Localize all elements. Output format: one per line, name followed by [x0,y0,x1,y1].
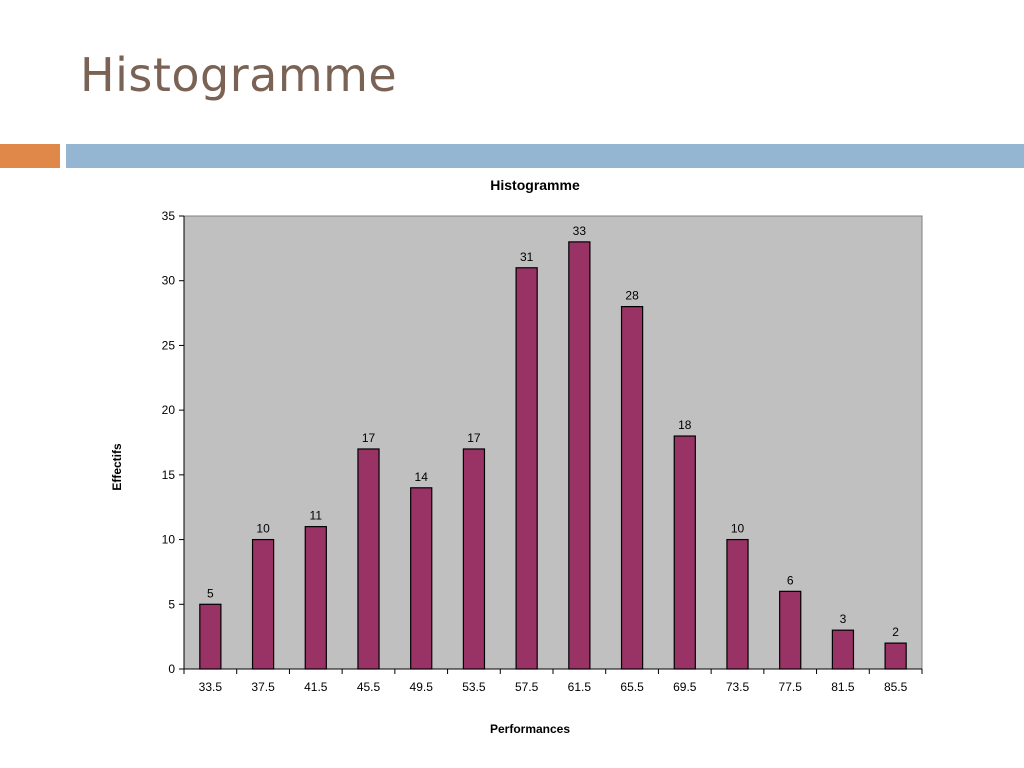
bar [357,448,380,670]
x-tick-label: 53.5 [462,680,486,694]
bar [304,526,327,670]
chart-title: Histogramme [490,177,580,193]
bar [779,590,802,670]
y-axis-label: Effectifs [110,443,124,491]
x-tick-label: 73.5 [726,680,750,694]
plot-area [183,215,923,670]
data-label: 6 [787,573,794,587]
accent-bar-blue [66,144,1024,168]
data-label: 3 [840,612,847,626]
data-label: 10 [731,522,745,536]
x-tick-label: 65.5 [620,680,644,694]
bar [410,487,433,670]
data-label: 2 [892,625,899,639]
y-tick-label: 5 [168,597,175,611]
x-tick-label: 69.5 [673,680,697,694]
x-tick-label: 77.5 [779,680,803,694]
data-label: 17 [362,431,376,445]
x-tick-label: 41.5 [304,680,328,694]
y-tick-label: 35 [162,209,176,223]
bar [620,306,644,670]
data-label: 17 [467,431,481,445]
x-tick-label: 57.5 [515,680,539,694]
bar [568,241,591,670]
bar [831,629,855,670]
y-tick-label: 15 [162,468,176,482]
data-label: 5 [207,586,214,600]
x-tick-label: 45.5 [357,680,381,694]
bar [462,448,486,670]
slide-title: Histogramme [80,48,398,102]
bar [884,642,907,670]
data-labels: 5 10 11 17 14 17 31 33 28 18 10 6 3 2 [207,224,899,639]
bar [199,603,222,670]
x-tick-label: 61.5 [568,680,592,694]
x-tick-label: 33.5 [199,680,223,694]
bar [251,538,275,670]
x-tick-label: 49.5 [410,680,434,694]
y-tick-label: 0 [168,662,175,676]
data-label: 31 [520,250,534,264]
bar [515,267,538,670]
data-label: 18 [678,418,692,432]
x-tick-label: 85.5 [884,680,908,694]
data-label: 14 [415,470,429,484]
y-axis-ticks: 0 5 10 15 20 25 30 35 [162,209,184,676]
x-axis-ticks: 33.5 37.5 41.5 45.5 49.5 53.5 57.5 61.5 65.5 69.5… [183,669,923,694]
data-label: 33 [573,224,587,238]
accent-bar-orange [0,144,60,168]
x-tick-label: 81.5 [831,680,855,694]
y-tick-label: 10 [162,533,176,547]
bar [673,435,696,670]
x-axis-label: Performances [490,722,570,736]
y-tick-label: 30 [162,274,176,288]
data-label: 11 [310,509,323,523]
bar [726,538,749,670]
x-tick-label: 37.5 [251,680,275,694]
data-label: 10 [256,522,270,536]
y-tick-label: 25 [162,338,176,352]
y-tick-label: 20 [162,403,176,417]
data-label: 28 [625,289,639,303]
